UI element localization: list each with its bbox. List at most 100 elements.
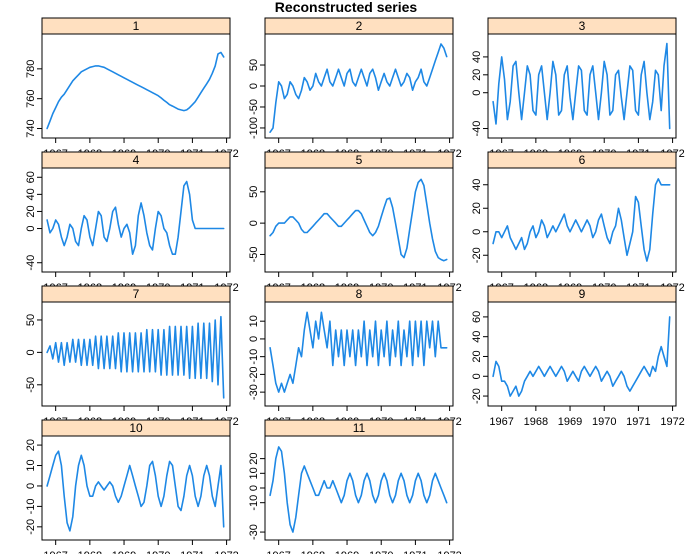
y-tick-label: -50 <box>25 377 37 393</box>
y-tick-label: 40 <box>471 331 483 343</box>
x-tick-label: 1967 <box>266 550 290 554</box>
y-tick-label: -30 <box>248 524 260 540</box>
x-tick-label: 1967 <box>489 416 513 428</box>
y-tick-label: 0 <box>248 485 260 491</box>
x-tick-label: 1969 <box>335 550 359 554</box>
panel-6: 6-2002040196719681969197019711972 <box>471 151 685 294</box>
series-line-2 <box>269 43 448 133</box>
y-tick-label: 10 <box>248 467 260 479</box>
y-tick-label: 40 <box>471 179 483 191</box>
y-tick-label: -10 <box>248 495 260 511</box>
panel-strip-label: 9 <box>579 287 586 301</box>
panel-7: 7-50050196719681969197019711972 <box>25 285 239 428</box>
y-tick-label: -20 <box>248 366 260 382</box>
panel-3: 3-4002040196719681969197019711972 <box>471 17 685 160</box>
y-tick-label: 0 <box>471 373 483 379</box>
y-tick-label: 0 <box>471 229 483 235</box>
x-tick-label: 1969 <box>112 550 136 554</box>
x-tick-label: 1970 <box>146 550 170 554</box>
panel-plot-area <box>264 435 454 541</box>
y-tick-label: -40 <box>25 255 37 271</box>
x-tick-label: 1972 <box>214 550 238 554</box>
y-tick-label: 20 <box>471 69 483 81</box>
panel-plot-area <box>41 167 231 273</box>
x-tick-label: 1972 <box>660 416 684 428</box>
y-tick-label: 0 <box>25 483 37 489</box>
y-tick-label: -20 <box>471 247 483 263</box>
x-tick-label: 1968 <box>524 416 548 428</box>
panel-plot-area <box>41 33 231 139</box>
series-line-7 <box>46 315 225 399</box>
y-tick-label: 0 <box>25 225 37 231</box>
y-tick-label: 60 <box>471 311 483 323</box>
y-tick-label: -20 <box>25 519 37 535</box>
chart-title: Reconstructed series <box>275 0 418 15</box>
y-tick-label: -50 <box>248 247 260 263</box>
y-tick-label: -50 <box>248 99 260 115</box>
y-tick-label: 0 <box>248 336 260 342</box>
x-tick-label: 1969 <box>558 416 582 428</box>
y-tick-label: 0 <box>248 220 260 226</box>
panel-plot-area <box>487 167 677 273</box>
x-tick-label: 1971 <box>403 550 427 554</box>
panel-strip-label: 2 <box>356 19 363 33</box>
series-line-6 <box>492 178 671 262</box>
y-tick-label: 50 <box>248 59 260 71</box>
x-tick-label: 1968 <box>301 550 325 554</box>
y-tick-label: -10 <box>248 349 260 365</box>
panel-strip-label: 11 <box>353 421 366 435</box>
x-tick-label: 1971 <box>180 550 204 554</box>
y-tick-label: 740 <box>25 119 37 137</box>
x-tick-label: 1970 <box>369 550 393 554</box>
y-tick-label: 50 <box>25 314 37 326</box>
panel-strip-label: 4 <box>133 153 140 167</box>
panel-strip-label: 8 <box>356 287 363 301</box>
y-tick-label: 50 <box>248 186 260 198</box>
y-tick-label: 10 <box>25 459 37 471</box>
panel-strip-label: 6 <box>579 153 586 167</box>
panel-9: 9 -20 0 20 40 60 1967 1968 1969 1970 1971 1972 <box>471 285 685 428</box>
series-line-9 <box>492 316 671 397</box>
y-tick-label: -100 <box>248 117 260 139</box>
y-tick-label: 20 <box>248 453 260 465</box>
x-tick-label: 1971 <box>626 416 650 428</box>
y-tick-label: -10 <box>25 498 37 514</box>
panel-plot-area <box>487 301 677 407</box>
series-line-3 <box>492 42 671 130</box>
panel-strip-label: 5 <box>356 153 363 167</box>
y-tick-label: 20 <box>471 350 483 362</box>
panel-strip-label: 3 <box>579 19 586 33</box>
y-tick-label: 0 <box>471 90 483 96</box>
panel-plot-area <box>264 167 454 273</box>
panels-group: 17407607801967196819691970197119722-100-… <box>25 17 685 554</box>
series-line-11 <box>269 446 448 533</box>
x-tick-label: 1967 <box>43 550 67 554</box>
panel-plot-area <box>41 301 231 407</box>
panel-2: 2-100-50050196719681969197019711972 <box>248 17 462 160</box>
y-tick-label: 20 <box>25 205 37 217</box>
x-tick-label: 1968 <box>78 550 102 554</box>
series-line-10 <box>46 450 225 532</box>
panel-strip-label: 1 <box>133 19 140 33</box>
y-tick-label: 20 <box>471 202 483 214</box>
panel-plot-area <box>487 33 677 139</box>
panel-strip-label: 7 <box>133 287 140 301</box>
series-line-5 <box>269 178 448 262</box>
series-line-8 <box>269 311 448 393</box>
panel-plot-area <box>41 435 231 541</box>
panel-5: 5-50050196719681969197019711972 <box>248 151 462 294</box>
panel-10: 10 -20 -10 0 10 20 1967 1968 1969 1970 1971 1972 <box>25 419 239 554</box>
panel-1: 1740760780196719681969197019711972 <box>25 17 239 160</box>
y-tick-label: 760 <box>25 90 37 108</box>
y-tick-label: 40 <box>25 188 37 200</box>
y-tick-label: 0 <box>248 83 260 89</box>
y-tick-label: 0 <box>25 349 37 355</box>
y-tick-label: 780 <box>25 60 37 78</box>
panel-8: 8-30-20-10010196719681969197019711972 <box>248 285 462 428</box>
panel-plot-area <box>264 301 454 407</box>
series-line-4 <box>46 180 225 255</box>
y-tick-label: 40 <box>471 51 483 63</box>
x-tick-label: 1970 <box>592 416 616 428</box>
y-tick-label: 20 <box>25 439 37 451</box>
